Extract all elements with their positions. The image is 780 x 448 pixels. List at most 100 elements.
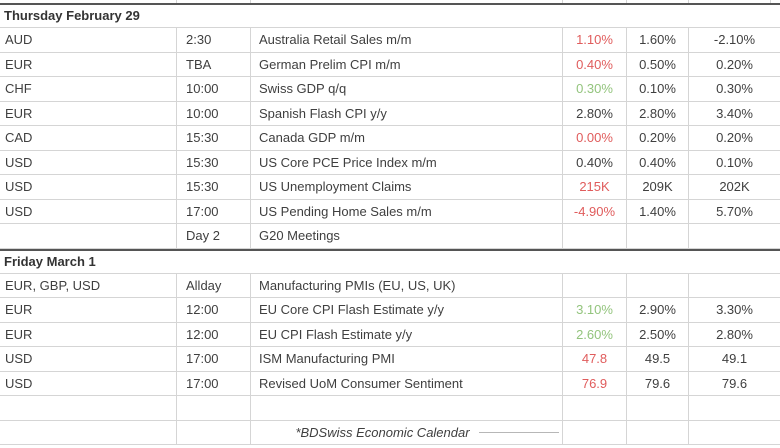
- footer-divider-line: [479, 432, 559, 434]
- time-cell: 15:30: [176, 175, 250, 199]
- time-cell: 15:30: [176, 126, 250, 150]
- calendar-row: [0, 396, 780, 421]
- calendar-row: CAD 15:30 Canada GDP m/m 0.00% 0.20% 0.2…: [0, 126, 780, 151]
- event-cell: Canada GDP m/m: [250, 126, 562, 150]
- currency-cell: [0, 224, 176, 248]
- calendar-row: USD 15:30 US Core PCE Price Index m/m 0.…: [0, 150, 780, 175]
- previous-cell: 5.70%: [688, 199, 780, 223]
- forecast-cell: 49.5: [626, 347, 688, 371]
- previous-cell: 3.30%: [688, 298, 780, 322]
- time-cell: 17:00: [176, 371, 250, 395]
- previous-cell: [688, 273, 780, 297]
- currency-cell: USD: [5, 154, 33, 170]
- event-cell: [250, 396, 562, 420]
- forecast-cell: 0.40%: [626, 150, 688, 174]
- currency-cell: USD: [5, 351, 33, 367]
- actual-cell: [562, 224, 626, 248]
- currency-cell: EUR: [5, 326, 33, 342]
- event-cell: German Prelim CPI m/m: [250, 52, 562, 76]
- actual-cell: 2.80%: [562, 101, 626, 125]
- forecast-cell: 1.60%: [626, 28, 688, 52]
- currency-cell: [0, 396, 176, 420]
- top-edge-row: [0, 0, 780, 3]
- actual-cell: [562, 396, 626, 420]
- currency-cell: EUR: [5, 56, 33, 72]
- event-cell: EU CPI Flash Estimate y/y: [250, 322, 562, 346]
- currency-cell: USD: [5, 375, 33, 391]
- forecast-cell: 2.80%: [626, 101, 688, 125]
- forecast-cell: 209K: [626, 175, 688, 199]
- actual-cell: 3.10%: [562, 298, 626, 322]
- event-cell: Manufacturing PMIs (EU, US, UK): [250, 273, 562, 297]
- event-cell: Swiss GDP q/q: [250, 77, 562, 101]
- calendar-row: USD 15:30 US Unemployment Claims 215K 20…: [0, 175, 780, 200]
- time-cell: 2:30: [176, 28, 250, 52]
- section-header: Thursday February 29: [0, 3, 780, 28]
- event-cell: Revised UoM Consumer Sentiment: [250, 371, 562, 395]
- previous-cell: 2.80%: [688, 322, 780, 346]
- currency-cell: EUR, GBP, USD: [5, 277, 101, 293]
- time-cell: 12:00: [176, 298, 250, 322]
- calendar-row: EUR 10:00 Spanish Flash CPI y/y 2.80% 2.…: [0, 101, 780, 126]
- event-cell: US Unemployment Claims: [250, 175, 562, 199]
- previous-cell: [688, 224, 780, 248]
- previous-cell: 3.40%: [688, 101, 780, 125]
- event-cell: EU Core CPI Flash Estimate y/y: [250, 298, 562, 322]
- actual-cell: 0.40%: [562, 150, 626, 174]
- time-cell: 15:30: [176, 150, 250, 174]
- event-cell: Australia Retail Sales m/m: [250, 28, 562, 52]
- actual-cell: 0.40%: [562, 52, 626, 76]
- actual-cell: -4.90%: [562, 199, 626, 223]
- event-cell: G20 Meetings: [250, 224, 562, 248]
- calendar-row: EUR, GBP, USD Allday Manufacturing PMIs …: [0, 273, 780, 298]
- forecast-cell: 2.90%: [626, 298, 688, 322]
- footer-note: *BDSwiss Economic Calendar: [295, 424, 470, 440]
- actual-cell: 47.8: [562, 347, 626, 371]
- time-cell: 10:00: [176, 101, 250, 125]
- previous-cell: 0.30%: [688, 77, 780, 101]
- forecast-cell: 0.10%: [626, 77, 688, 101]
- footer-empty-previous-cell: [688, 420, 780, 444]
- time-cell: 17:00: [176, 199, 250, 223]
- actual-cell: 215K: [562, 175, 626, 199]
- previous-cell: 0.10%: [688, 150, 780, 174]
- previous-cell: 79.6: [688, 371, 780, 395]
- previous-cell: 0.20%: [688, 52, 780, 76]
- previous-cell: 49.1: [688, 347, 780, 371]
- previous-cell: 0.20%: [688, 126, 780, 150]
- footer-note-cell: *BDSwiss Economic Calendar: [250, 420, 562, 444]
- event-cell: US Core PCE Price Index m/m: [250, 150, 562, 174]
- currency-cell: EUR: [5, 302, 33, 318]
- currency-cell: USD: [5, 203, 33, 219]
- forecast-cell: [626, 396, 688, 420]
- footer-row: *BDSwiss Economic Calendar: [0, 420, 780, 445]
- currency-cell: CAD: [5, 130, 33, 146]
- currency-cell: USD: [5, 179, 33, 195]
- time-cell: 17:00: [176, 347, 250, 371]
- previous-cell: -2.10%: [688, 28, 780, 52]
- time-cell: Day 2: [176, 224, 250, 248]
- time-cell: 10:00: [176, 77, 250, 101]
- calendar-row: USD 17:00 Revised UoM Consumer Sentiment…: [0, 371, 780, 396]
- actual-cell: 2.60%: [562, 322, 626, 346]
- forecast-cell: 0.50%: [626, 52, 688, 76]
- calendar-row: CHF 10:00 Swiss GDP q/q 0.30% 0.10% 0.30…: [0, 77, 780, 102]
- currency-cell: CHF: [5, 81, 32, 97]
- calendar-row: EUR 12:00 EU CPI Flash Estimate y/y 2.60…: [0, 322, 780, 347]
- actual-cell: 1.10%: [562, 28, 626, 52]
- footer-empty-forecast-cell: [626, 420, 688, 444]
- actual-cell: 76.9: [562, 371, 626, 395]
- previous-cell: [688, 396, 780, 420]
- forecast-cell: 2.50%: [626, 322, 688, 346]
- footer-empty-currency-cell: [0, 421, 176, 445]
- actual-cell: 0.00%: [562, 126, 626, 150]
- section-header: Friday March 1: [0, 248, 780, 274]
- footer-empty-actual-cell: [562, 420, 626, 444]
- event-cell: US Pending Home Sales m/m: [250, 199, 562, 223]
- calendar-row: USD 17:00 ISM Manufacturing PMI 47.8 49.…: [0, 347, 780, 372]
- currency-cell: EUR: [5, 105, 33, 121]
- forecast-cell: [626, 224, 688, 248]
- footer-empty-time-cell: [176, 420, 250, 444]
- forecast-cell: 0.20%: [626, 126, 688, 150]
- calendar-row: EUR TBA German Prelim CPI m/m 0.40% 0.50…: [0, 52, 780, 77]
